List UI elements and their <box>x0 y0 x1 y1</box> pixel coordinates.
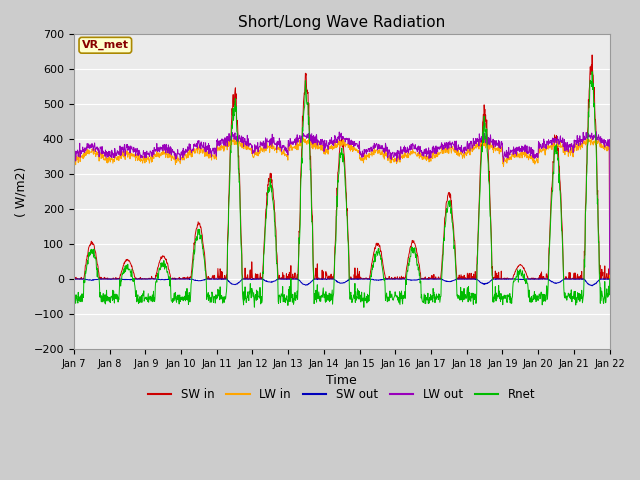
SW out <box>189 276 196 282</box>
Rnet <box>360 304 368 310</box>
SW out <box>249 276 257 282</box>
SW out <box>176 276 184 282</box>
Text: VR_met: VR_met <box>82 40 129 50</box>
LW out <box>70 151 77 157</box>
Rnet <box>606 276 614 282</box>
LW in <box>425 154 433 159</box>
SW in <box>588 52 596 58</box>
SW out <box>542 276 550 282</box>
SW out <box>495 276 502 282</box>
LW in <box>70 156 77 162</box>
Rnet <box>425 300 433 306</box>
Rnet <box>70 294 77 300</box>
LW in <box>481 134 488 140</box>
SW in <box>543 271 550 276</box>
Legend: SW in, LW in, SW out, LW out, Rnet: SW in, LW in, SW out, LW out, Rnet <box>143 384 540 406</box>
Line: SW in: SW in <box>74 55 610 279</box>
X-axis label: Time: Time <box>326 374 357 387</box>
Line: SW out: SW out <box>74 279 610 286</box>
Y-axis label: ( W/m2): ( W/m2) <box>15 166 28 216</box>
Line: LW in: LW in <box>74 137 610 279</box>
LW out <box>425 156 433 161</box>
LW out <box>189 146 196 152</box>
LW out <box>249 147 257 153</box>
Line: LW out: LW out <box>74 132 610 274</box>
SW in <box>70 276 77 281</box>
SW out <box>425 276 433 282</box>
Rnet <box>543 291 550 297</box>
LW in <box>189 148 196 154</box>
SW in <box>425 276 433 282</box>
SW in <box>606 276 614 282</box>
SW in <box>177 276 184 282</box>
LW in <box>606 276 614 282</box>
LW in <box>495 150 503 156</box>
Title: Short/Long Wave Radiation: Short/Long Wave Radiation <box>238 15 445 30</box>
SW out <box>588 283 596 289</box>
SW out <box>606 276 614 282</box>
Rnet <box>588 69 596 74</box>
SW in <box>70 276 78 282</box>
LW in <box>543 147 550 153</box>
LW out <box>176 153 184 158</box>
Rnet <box>495 294 503 300</box>
Rnet <box>176 292 184 298</box>
LW out <box>495 145 503 151</box>
SW in <box>250 276 257 282</box>
SW out <box>70 276 77 282</box>
Line: Rnet: Rnet <box>74 72 610 307</box>
SW in <box>495 276 503 282</box>
LW out <box>306 129 314 134</box>
Rnet <box>189 264 196 269</box>
Rnet <box>249 292 257 298</box>
LW out <box>543 145 550 151</box>
LW in <box>249 154 257 159</box>
SW in <box>189 250 197 255</box>
LW out <box>606 271 614 277</box>
LW in <box>176 159 184 165</box>
